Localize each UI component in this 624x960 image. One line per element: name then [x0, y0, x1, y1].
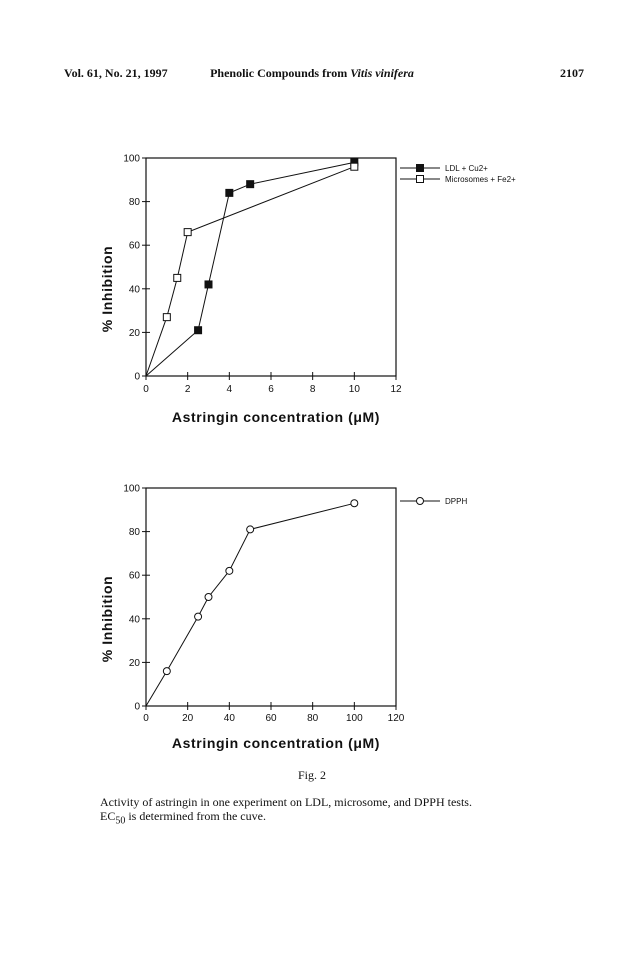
y-tick-label: 100	[123, 484, 140, 495]
legend-marker	[416, 497, 424, 505]
x-axis-label: Astringin concentration (μM)	[172, 409, 380, 425]
figure-caption: Activity of astringin in one experiment …	[100, 795, 540, 828]
series-line	[145, 502, 355, 707]
data-point	[204, 280, 213, 289]
x-tick-label: 12	[390, 384, 402, 395]
y-tick-label: 40	[129, 614, 141, 625]
data-point	[194, 612, 203, 621]
y-tick-label: 40	[129, 284, 141, 295]
y-tick-label: 0	[134, 372, 140, 383]
data-point	[225, 188, 234, 197]
data-point	[173, 273, 182, 282]
y-tick-label: 60	[129, 571, 141, 582]
x-tick-label: 4	[227, 384, 233, 395]
y-tick-label: 80	[129, 527, 141, 538]
data-point	[183, 228, 192, 237]
data-point	[350, 162, 359, 171]
data-point	[162, 667, 171, 676]
y-axis-label: % Inhibition	[99, 246, 115, 333]
running-header-volume: Vol. 61, No. 21, 1997	[64, 66, 168, 80]
caption-ec-subscript: 50	[115, 815, 126, 827]
page-number: 2107	[560, 66, 584, 80]
figure-label: Fig. 2	[297, 768, 326, 782]
y-tick-label: 20	[129, 328, 141, 339]
y-axis-label: % Inhibition	[99, 576, 115, 663]
x-tick-label: 6	[268, 384, 274, 395]
legend-label: Microsomes + Fe2+	[445, 175, 516, 184]
data-point	[194, 326, 203, 335]
chart-dpph: 0 20 40 60 80 100 0 20 40 60 80 100 120 Astringin con…	[99, 484, 467, 752]
legend-marker	[416, 164, 424, 172]
caption-rest: is determined from the cuve.	[125, 809, 266, 823]
legend-label: LDL + Cu2+	[445, 164, 488, 173]
series-line	[145, 166, 355, 377]
y-tick-label: 0	[134, 702, 140, 713]
x-tick-label: 60	[265, 713, 277, 724]
data-point	[225, 566, 234, 575]
x-tick-label: 10	[349, 384, 361, 395]
y-tick-label: 60	[129, 241, 141, 252]
x-tick-label: 8	[310, 384, 316, 395]
legend-marker	[416, 175, 424, 183]
x-tick-label: 0	[143, 384, 149, 395]
caption-line-2: EC50 is determined from the cuve.	[100, 809, 540, 828]
x-axis-label: Astringin concentration (μM)	[172, 735, 380, 751]
data-point	[162, 313, 171, 322]
x-tick-label: 100	[346, 713, 363, 724]
x-tick-label: 80	[307, 713, 319, 724]
caption-line-1: Activity of astringin in one experiment …	[100, 795, 472, 809]
running-header-title-italic: Vitis vinifera	[350, 66, 414, 80]
caption-ec: EC	[100, 809, 116, 823]
data-point	[204, 593, 213, 601]
data-point	[350, 499, 359, 508]
chart-lipid-peroxidation: 0 20 40 60 80 100 0 2 4 6 8 10 12 Astringin concentra…	[99, 154, 516, 426]
running-header-title: Phenolic Compounds from Vitis vinifera	[0, 66, 624, 81]
x-tick-label: 0	[143, 713, 149, 724]
x-tick-label: 20	[182, 713, 194, 724]
x-tick-label: 40	[224, 713, 236, 724]
series-line	[145, 161, 355, 377]
x-tick-label: 2	[185, 384, 191, 395]
y-tick-label: 80	[129, 197, 141, 208]
running-header-title-text: Phenolic Compounds from	[210, 66, 351, 80]
legend-label: DPPH	[445, 497, 467, 506]
x-tick-label: 120	[388, 713, 405, 724]
data-point	[246, 180, 255, 189]
y-tick-label: 100	[123, 154, 140, 165]
data-point	[246, 525, 255, 534]
plot-frame	[145, 487, 397, 707]
y-tick-label: 20	[129, 658, 141, 669]
